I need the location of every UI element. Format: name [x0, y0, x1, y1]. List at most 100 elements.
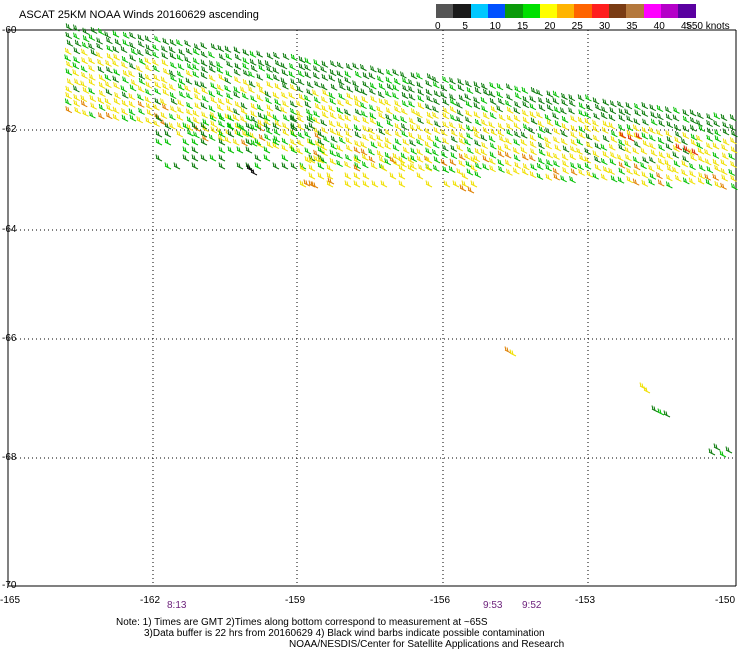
wind-barb: [576, 138, 584, 146]
wind-barb: [236, 122, 244, 130]
wind-barb: [498, 135, 506, 143]
wind-barb: [416, 138, 423, 146]
wind-barb: [234, 62, 242, 70]
wind-barb: [200, 130, 208, 138]
wind-barb: [97, 28, 105, 36]
wind-barb: [466, 168, 474, 176]
wind-barb: [417, 95, 425, 103]
wind-barb: [560, 138, 568, 146]
wind-barb: [304, 123, 312, 131]
legend-swatch: [505, 4, 523, 18]
wind-barb: [186, 129, 194, 137]
wind-barb: [553, 127, 561, 135]
wind-barb: [314, 140, 322, 148]
wind-barb: [182, 138, 190, 146]
wind-barb: [576, 147, 583, 155]
wind-barb: [246, 164, 254, 172]
wind-barb: [425, 180, 433, 188]
wind-barb: [704, 158, 712, 166]
wind-barb: [506, 129, 513, 137]
wind-barb: [353, 164, 361, 172]
wind-barb: [145, 102, 153, 110]
wind-barb: [274, 119, 282, 127]
wind-barb: [344, 76, 352, 84]
wind-barb: [657, 408, 665, 416]
wind-barb: [720, 159, 728, 167]
wind-barb: [258, 134, 266, 142]
wind-barb: [473, 96, 480, 104]
wind-barb: [496, 91, 504, 99]
wind-barb: [513, 122, 521, 130]
wind-barb: [473, 102, 481, 110]
wind-barb: [209, 114, 217, 122]
wind-barb: [338, 92, 346, 100]
wind-barb: [224, 85, 231, 93]
wind-barb: [546, 104, 554, 112]
wind-barb: [281, 162, 289, 170]
wind-barb: [311, 181, 319, 189]
wind-barb: [312, 89, 319, 97]
legend-label: 25: [571, 21, 583, 32]
wind-barb: [121, 91, 129, 99]
wind-barb: [74, 78, 81, 86]
wind-barb: [161, 45, 168, 53]
wind-barb: [289, 83, 297, 92]
wind-barb: [465, 116, 472, 124]
wind-barb: [329, 149, 337, 157]
wind-barb: [337, 78, 345, 86]
wind-barb: [164, 122, 172, 130]
wind-barb: [474, 147, 482, 155]
wind-barb: [562, 145, 570, 153]
wind-barb: [618, 123, 625, 131]
wind-barb: [656, 172, 663, 180]
wind-barb: [377, 91, 385, 99]
wind-barb: [449, 77, 456, 85]
wind-barb: [105, 112, 113, 120]
wind-barb: [461, 172, 469, 180]
wind-barb: [449, 83, 456, 91]
wind-barb: [689, 116, 697, 124]
wind-barb: [570, 115, 578, 123]
lat-label-70: -70: [2, 580, 17, 591]
wind-barb: [682, 124, 690, 133]
wind-barb: [618, 143, 626, 152]
wind-barb: [538, 104, 546, 112]
wind-barb: [553, 106, 561, 114]
wind-barb: [241, 139, 248, 147]
legend-label: 20: [544, 21, 556, 32]
wind-barb: [449, 93, 456, 101]
wind-barb: [169, 52, 177, 60]
wind-barb: [651, 405, 659, 413]
legend-swatch: [436, 4, 454, 18]
wind-barb: [600, 157, 608, 166]
legend-swatch: [643, 4, 662, 18]
wind-barb: [617, 100, 624, 108]
wind-barb: [321, 73, 329, 81]
wind-barb: [346, 85, 354, 93]
wind-barb: [201, 86, 208, 94]
wind-barb: [529, 171, 537, 179]
wind-barb: [529, 140, 537, 148]
wind-barb: [456, 168, 464, 176]
wind-barb: [88, 78, 96, 86]
wind-barb: [601, 126, 609, 134]
wind-barb: [650, 111, 658, 119]
wind-barb: [568, 99, 576, 107]
wind-barb: [658, 143, 665, 152]
wind-barb: [592, 119, 599, 127]
wind-barb: [138, 107, 145, 115]
wind-barb: [64, 54, 71, 62]
wind-barb: [514, 101, 521, 109]
wind-barb: [432, 76, 439, 84]
wind-barb: [88, 64, 95, 72]
wind-barb: [208, 74, 216, 82]
wind-barb: [191, 122, 199, 130]
wind-barb: [201, 66, 208, 74]
wind-barb: [682, 155, 689, 163]
wind-barb: [250, 123, 257, 131]
wind-barb: [385, 107, 393, 115]
wind-barb: [240, 86, 247, 94]
wind-barb: [344, 70, 352, 78]
wind-barb: [218, 138, 226, 146]
wind-barb: [632, 178, 640, 186]
